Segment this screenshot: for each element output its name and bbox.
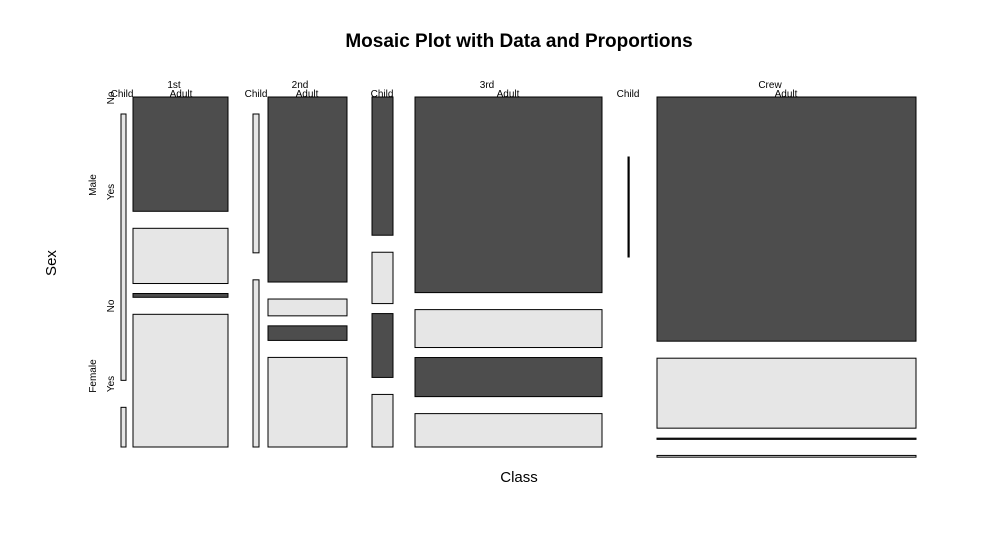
age-label-3rd-adult: Adult xyxy=(497,89,520,100)
mosaic-tile-1st-child-female-yes xyxy=(120,406,127,448)
mosaic-tile-3rd-child-female-no xyxy=(371,313,394,378)
age-label-crew-adult: Adult xyxy=(775,89,798,100)
mosaic-tile-1st-adult-male-yes xyxy=(132,227,229,285)
mosaic-tile-3rd-child-male-no xyxy=(371,96,394,236)
mosaic-tile-crew-adult-female-no xyxy=(656,437,917,440)
age-label-3rd-child: Child xyxy=(371,89,394,100)
mosaic-tile-2nd-child-male-yes xyxy=(252,113,260,254)
mosaic-tile-2nd-adult-female-yes xyxy=(267,356,348,448)
mosaic-tile-crew-adult-male-no xyxy=(656,96,917,342)
class-label-2nd: 2nd xyxy=(292,80,309,91)
class-label-1st: 1st xyxy=(167,80,181,91)
survived-label-male-yes: Yes xyxy=(106,184,117,200)
mosaic-tile-crew-adult-female-yes xyxy=(656,454,917,458)
mosaic-tile-3rd-child-male-yes xyxy=(371,251,394,305)
mosaic-tile-3rd-adult-female-yes xyxy=(414,413,603,448)
mosaic-tile-3rd-adult-male-no xyxy=(414,96,603,294)
survived-label-male-no: No xyxy=(106,91,117,104)
survived-label-female-no: No xyxy=(106,299,117,312)
class-label-crew: Crew xyxy=(758,80,782,91)
age-label-crew-child: Child xyxy=(617,89,640,100)
mosaic-empty-crew-child xyxy=(627,156,630,258)
mosaic-tile-2nd-child-female-yes xyxy=(252,279,260,448)
mosaic-tiles xyxy=(120,96,917,458)
mosaic-tile-3rd-child-female-yes xyxy=(371,393,394,448)
class-label-3rd: 3rd xyxy=(480,80,494,91)
sex-label-female: Female xyxy=(88,359,99,393)
chart-title: Mosaic Plot with Data and Proportions xyxy=(345,31,692,52)
mosaic-tile-2nd-adult-male-no xyxy=(267,96,348,283)
survived-label-female-yes: Yes xyxy=(106,376,117,392)
age-label-2nd-adult: Adult xyxy=(296,89,319,100)
age-label-2nd-child: Child xyxy=(245,89,268,100)
mosaic-tile-3rd-adult-female-no xyxy=(414,357,603,398)
x-axis-title: Class xyxy=(500,469,538,486)
age-label-1st-adult: Adult xyxy=(170,89,193,100)
mosaic-tile-2nd-adult-male-yes xyxy=(267,298,348,317)
mosaic-tile-1st-adult-male-no xyxy=(132,96,229,212)
mosaic-tile-1st-adult-female-yes xyxy=(132,313,229,448)
mosaic-tile-1st-child-male-yes xyxy=(120,113,127,381)
mosaic-tile-2nd-adult-female-no xyxy=(267,325,348,341)
sex-label-male: Male xyxy=(88,174,99,196)
mosaic-tile-crew-adult-male-yes xyxy=(656,357,917,429)
y-axis-title: Sex xyxy=(43,250,60,276)
mosaic-tile-1st-adult-female-no xyxy=(132,293,229,298)
age-label-1st-child: Child xyxy=(111,89,134,100)
mosaic-tile-3rd-adult-male-yes xyxy=(414,309,603,349)
